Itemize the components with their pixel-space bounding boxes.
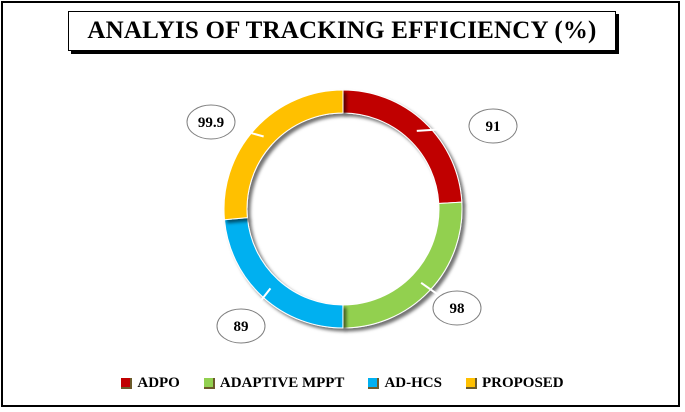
legend-label-adpo: ADPO	[137, 374, 180, 391]
legend-label-proposed: PROPOSED	[481, 374, 564, 391]
legend-label-adaptive-mppt: ADAPTIVE MPPT	[219, 374, 345, 391]
data-label-proposed: 99.9	[198, 115, 224, 131]
legend-item-adaptive-mppt: ADAPTIVE MPPT	[203, 374, 345, 392]
chart-title: ANALYIS OF TRACKING EFFICIENCY (%)	[68, 11, 616, 51]
chart-legend: ADPO ADAPTIVE MPPT AD-HCS PROPOSED	[0, 372, 685, 394]
data-label-adaptive-mppt: 98	[450, 301, 465, 317]
data-label-ad-hcs: 89	[234, 319, 249, 335]
legend-label-ad-hcs: AD-HCS	[384, 374, 442, 391]
legend-swatch-proposed	[465, 377, 477, 389]
slice-adpo	[342, 89, 463, 204]
legend-item-ad-hcs: AD-HCS	[368, 375, 442, 392]
legend-swatch-adaptive-mppt	[203, 377, 215, 389]
data-label-bubble-proposed	[186, 104, 236, 140]
slice-proposed	[223, 89, 344, 221]
data-label-bubble-adpo	[468, 108, 518, 144]
chart-frame	[1, 1, 680, 407]
data-label-bubble-ad-hcs	[216, 308, 266, 344]
data-label-bubble-adaptive-mppt	[432, 290, 482, 326]
legend-item-adpo: ADPO	[121, 375, 180, 392]
legend-item-proposed: PROPOSED	[465, 374, 564, 392]
data-label-adpo: 91	[486, 119, 501, 135]
legend-swatch-adpo	[121, 377, 133, 389]
legend-swatch-ad-hcs	[368, 377, 380, 389]
